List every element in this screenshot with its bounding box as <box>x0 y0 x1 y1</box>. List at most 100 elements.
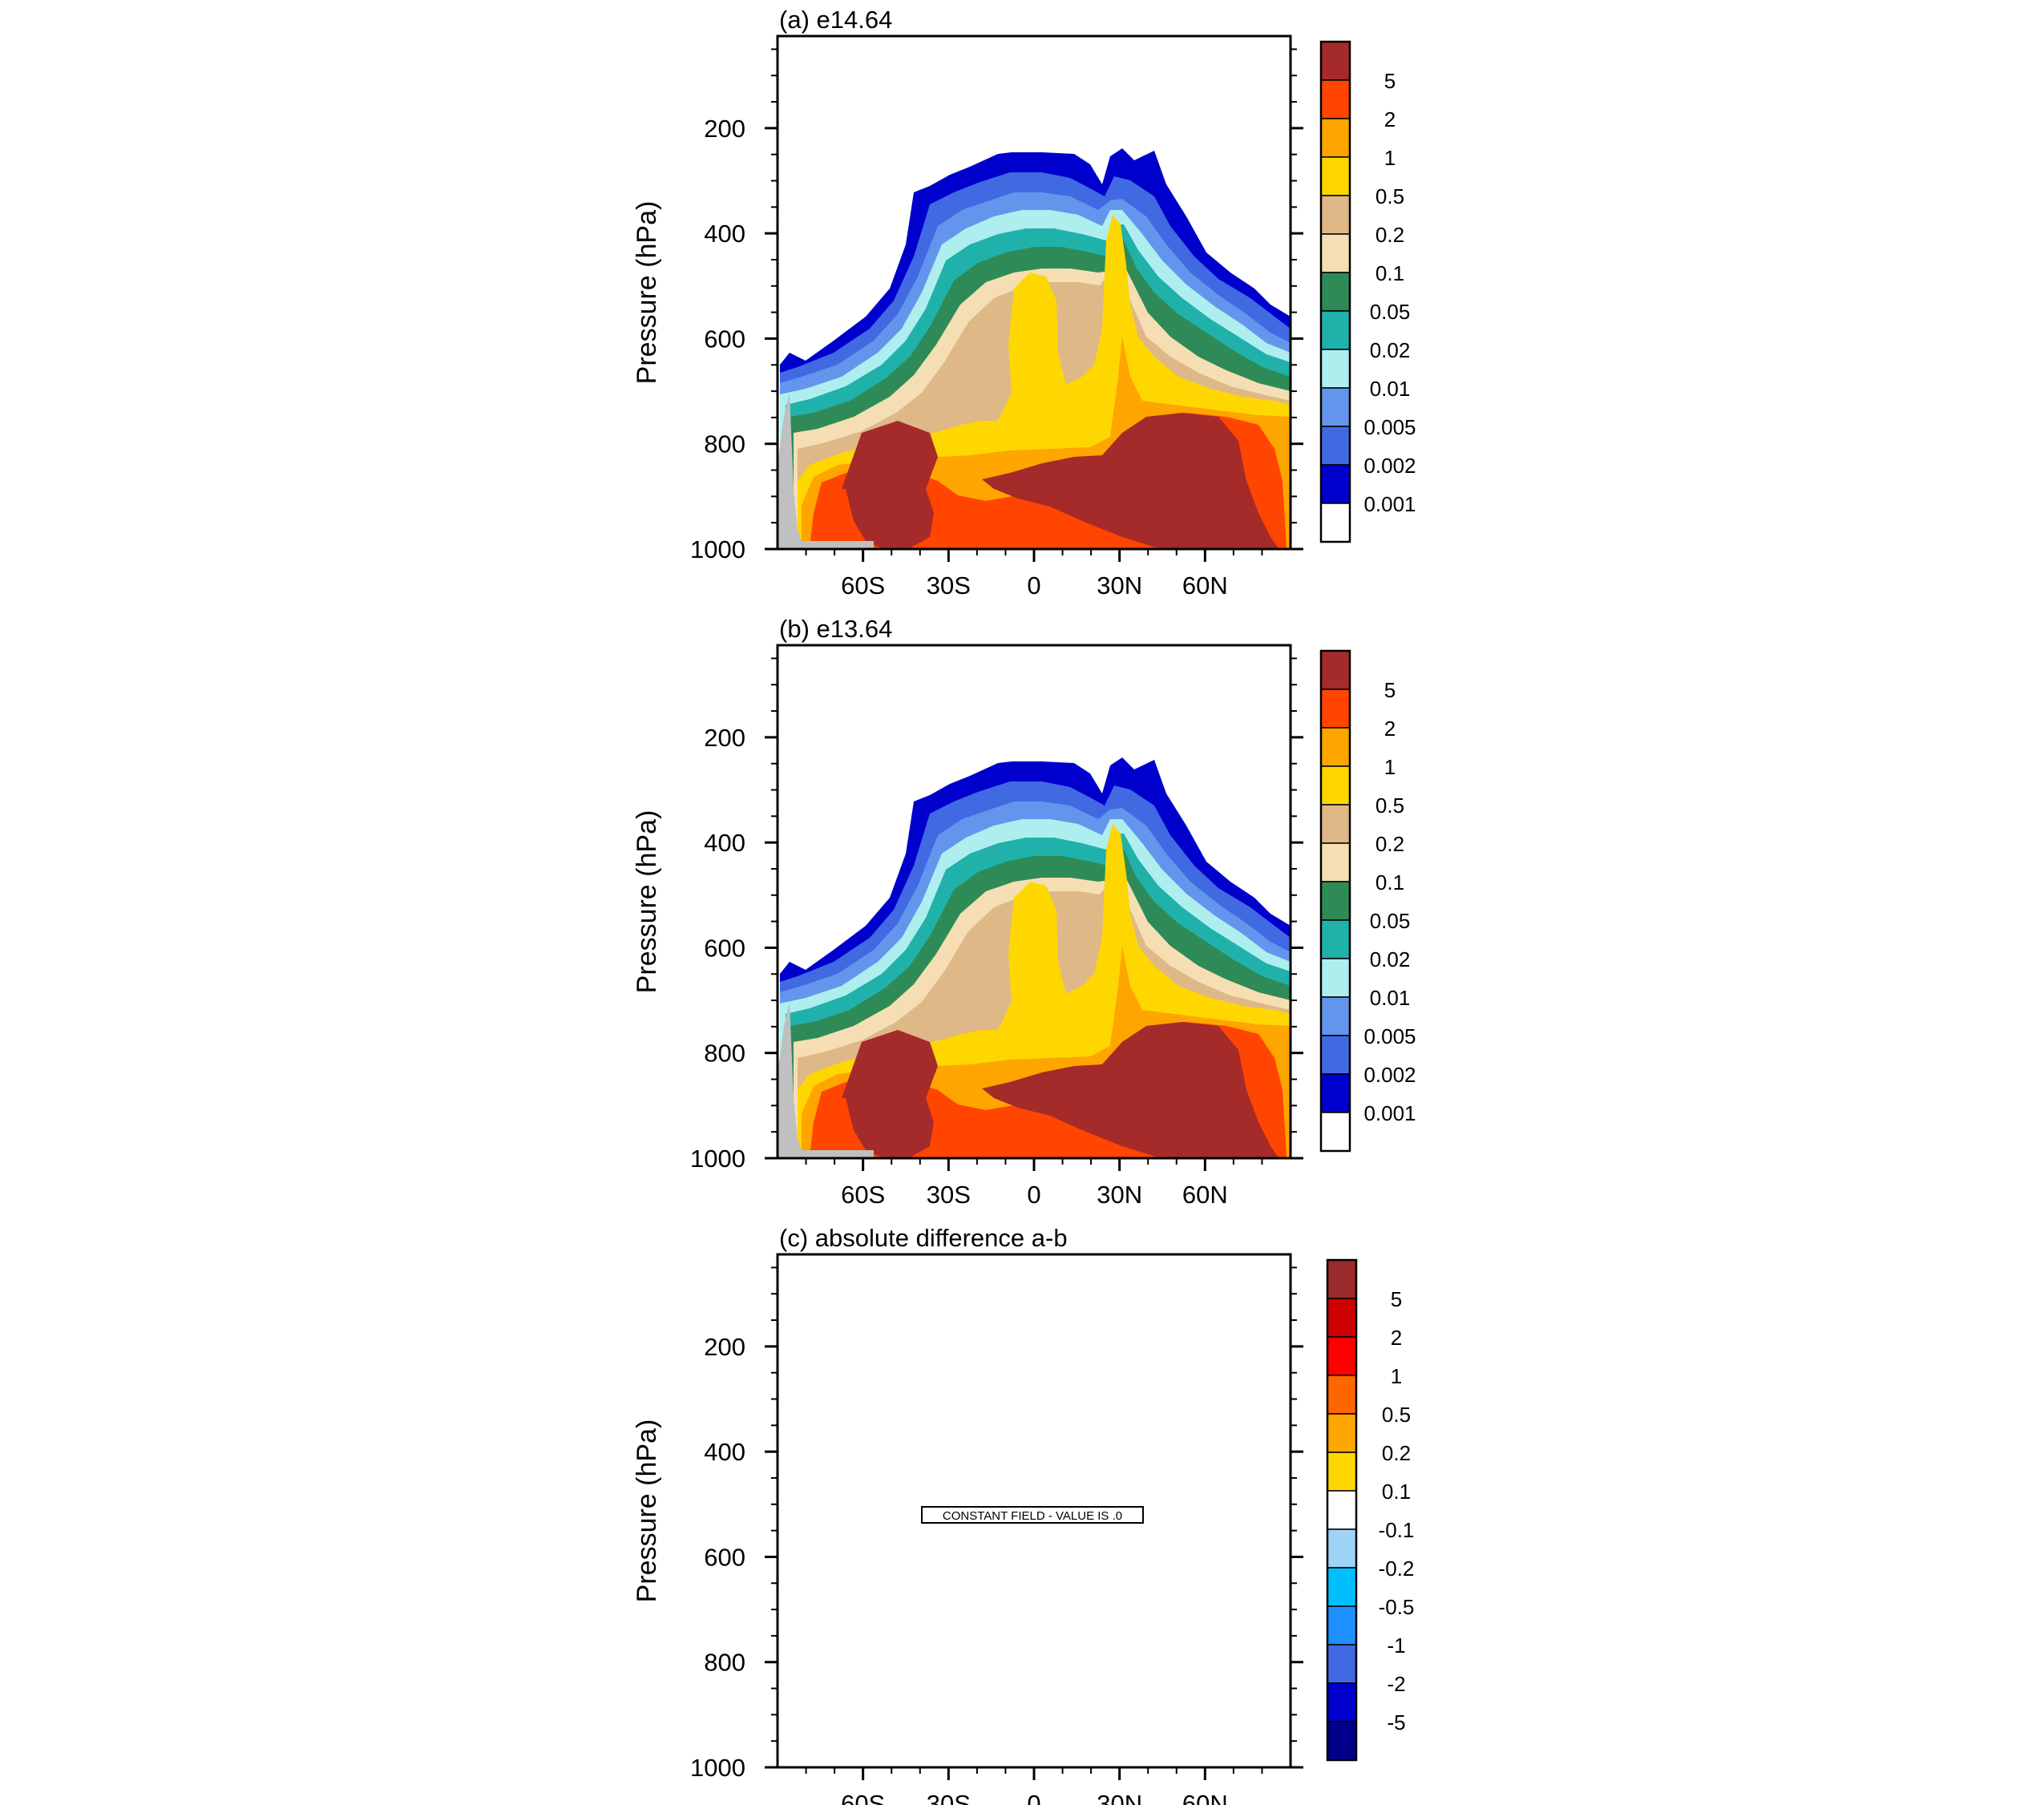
x-tick-label: 60N <box>1182 1181 1228 1209</box>
colorbar-label: 0.5 <box>1382 1403 1411 1427</box>
colorbar-box <box>1327 1413 1357 1453</box>
x-tick-label: 30S <box>927 1181 971 1209</box>
colorbar-box <box>1320 272 1351 312</box>
colorbar-label: 0.2 <box>1375 223 1404 247</box>
contour-layer-11 <box>846 1022 1279 1157</box>
colorbar-box <box>1327 1298 1357 1338</box>
colorbar-label: -5 <box>1387 1710 1405 1734</box>
colorbar-box <box>1320 503 1351 543</box>
colorbar-box <box>1320 996 1351 1036</box>
contour-layers <box>778 757 1291 1157</box>
colorbar-box <box>1320 804 1351 844</box>
y-tick-label: 400 <box>704 220 745 248</box>
colorbar-label: -0.2 <box>1379 1557 1415 1581</box>
colorbar-label: 0.5 <box>1375 793 1404 818</box>
panel-b: (b) e13.64 200 400 600 800 1000 60S 30S 0 30N 60N P… <box>632 615 1416 1209</box>
colorbar-label: 0.01 <box>1370 986 1411 1010</box>
colorbar-box <box>1327 1452 1357 1492</box>
colorbar-box <box>1320 1073 1351 1113</box>
y-tick-label: 200 <box>704 115 745 143</box>
panel-a: (a) e14.64 200 400 600 800 1000 60S 30S 0 30N 60N P… <box>632 6 1416 600</box>
colorbar-label: 5 <box>1391 1287 1402 1311</box>
colorbar-box <box>1320 426 1351 466</box>
colorbar-label: 0.005 <box>1363 415 1416 439</box>
colorbar-label: 5 <box>1384 678 1396 702</box>
colorbar-label: 5 <box>1384 69 1396 93</box>
colorbar-box <box>1327 1259 1357 1299</box>
contour-layer-12 <box>778 393 874 548</box>
contour-layer-max-core <box>842 421 938 497</box>
y-axis-label: Pressure (hPa) <box>632 201 662 385</box>
annotation-text: CONSTANT FIELD - VALUE IS .0 <box>943 1509 1122 1523</box>
colorbar-box <box>1320 765 1351 806</box>
colorbar-frame <box>1326 1258 1358 1762</box>
colorbar-box <box>1327 1567 1357 1607</box>
colorbar-label: 0.002 <box>1363 1063 1416 1087</box>
colorbar-box <box>1320 881 1351 921</box>
x-tick-label: 30N <box>1097 1790 1142 1805</box>
y-tick-label: 800 <box>704 1649 745 1677</box>
x-tick-label: 60S <box>841 1181 885 1209</box>
colorbar-label: 2 <box>1384 107 1396 131</box>
colorbar-box <box>1320 387 1351 427</box>
colorbar-label: 0.5 <box>1375 184 1404 208</box>
colorbar-box <box>1320 919 1351 959</box>
colorbar-frame <box>1319 649 1351 1153</box>
colorbar-box <box>1320 233 1351 273</box>
colorbar-label: -0.5 <box>1379 1595 1415 1619</box>
colorbar-box <box>1327 1605 1357 1645</box>
y-axis-label: Pressure (hPa) <box>632 810 662 994</box>
colorbar-label: 0.001 <box>1363 492 1416 516</box>
colorbar: 5 2 1 0.5 0.2 0.1 0.05 0.02 0.01 0.005 0.002 0.001 <box>1319 40 1416 543</box>
contour-layer-11 <box>846 413 1279 548</box>
colorbar-label: 2 <box>1391 1326 1402 1350</box>
y-tick-label: 800 <box>704 430 745 458</box>
colorbar-label: -2 <box>1387 1672 1405 1696</box>
colorbar-label: 0.1 <box>1382 1480 1411 1504</box>
colorbar-label: 2 <box>1384 717 1396 741</box>
colorbar-label: -1 <box>1387 1633 1405 1658</box>
x-tick-label: 30S <box>927 571 971 600</box>
colorbar-box <box>1327 1721 1357 1761</box>
x-tick-label: 30N <box>1097 1181 1142 1209</box>
colorbar-box <box>1320 842 1351 882</box>
colorbar-box <box>1320 195 1351 235</box>
x-tick-label: 60S <box>841 571 885 600</box>
x-tick-label: 30S <box>927 1790 971 1805</box>
colorbar-label: -0.1 <box>1379 1518 1415 1542</box>
contour-layer-max-core <box>842 1030 938 1106</box>
y-axis-label: Pressure (hPa) <box>632 1419 662 1603</box>
x-tick-label: 0 <box>1027 1790 1040 1805</box>
panel-title: (c) absolute difference a-b <box>779 1224 1068 1252</box>
colorbar-label: 0.002 <box>1363 454 1416 478</box>
y-tick-label: 400 <box>704 1438 745 1466</box>
colorbar-box <box>1320 727 1351 767</box>
colorbar-label: 1 <box>1391 1364 1402 1388</box>
colorbar-box <box>1320 310 1351 350</box>
colorbar-label: 0.1 <box>1375 261 1404 285</box>
y-tick-label: 200 <box>704 1333 745 1361</box>
colorbar-label: 1 <box>1384 755 1396 779</box>
panel-title: (b) e13.64 <box>779 615 892 643</box>
contour-layer-12 <box>778 1002 874 1157</box>
y-tick-label: 400 <box>704 829 745 857</box>
colorbar-label: 1 <box>1384 146 1396 170</box>
colorbar-label: 0.05 <box>1370 300 1411 324</box>
panel-c: (c) absolute difference a-b 200 400 600 800 1… <box>632 1224 1414 1805</box>
colorbar-box <box>1327 1644 1357 1684</box>
colorbar-frame <box>1319 40 1351 543</box>
y-tick-label: 600 <box>704 934 745 962</box>
x-tick-label: 0 <box>1027 571 1040 600</box>
colorbar-label: 0.005 <box>1363 1024 1416 1048</box>
x-tick-label: 60N <box>1182 1790 1228 1805</box>
colorbar: 5 2 1 0.5 0.2 0.1 -0.1 -0.2 -0.5 -1 -2 -5 <box>1326 1258 1415 1762</box>
y-tick-label: 1000 <box>690 1754 745 1782</box>
colorbar: 5 2 1 0.5 0.2 0.1 0.05 0.02 0.01 0.005 0.002 0.001 <box>1319 649 1416 1153</box>
colorbar-box <box>1320 349 1351 389</box>
colorbar-label: 0.2 <box>1375 832 1404 856</box>
colorbar-label: 0.02 <box>1370 947 1411 971</box>
contour-field <box>778 148 1291 548</box>
y-tick-label: 1000 <box>690 1145 745 1173</box>
x-tick-label: 0 <box>1027 1181 1040 1209</box>
